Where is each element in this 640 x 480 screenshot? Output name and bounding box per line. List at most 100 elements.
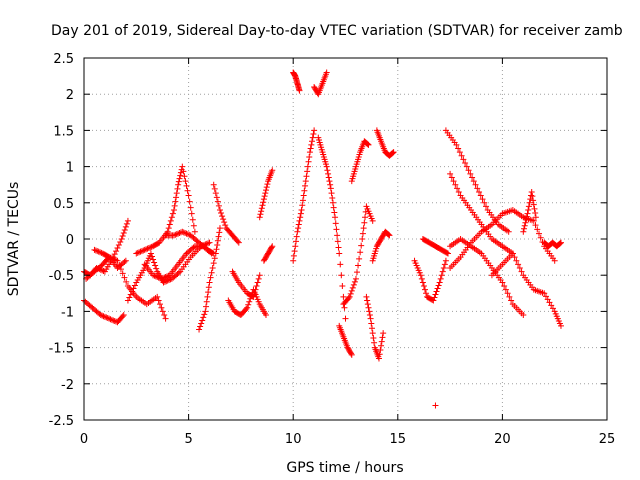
data-point [173,190,180,197]
data-point [304,168,311,175]
data-point [479,196,486,203]
data-point [365,141,372,148]
data-point [150,256,157,263]
data-point [421,286,428,293]
y-tick-label: -2.5 [49,414,74,429]
data-point [175,269,182,276]
data-point [201,311,208,318]
data-point [511,254,518,261]
data-point [134,249,141,256]
data-point [198,320,205,327]
data-point [380,330,387,337]
data-point [161,274,168,281]
data-point [159,308,166,315]
data-point [423,290,430,297]
data-point [263,187,270,194]
data-point [174,185,181,192]
data-point [145,245,152,252]
data-point [165,225,172,232]
data-point [504,290,511,297]
data-point [257,211,264,218]
data-point [524,210,531,217]
data-point [261,193,268,200]
data-point [136,249,143,256]
data-point [450,178,457,185]
data-point [534,226,541,233]
data-point [210,181,217,188]
data-point [327,181,334,188]
data-point [333,226,340,233]
data-point [460,156,467,163]
y-tick-label: -1 [61,305,74,320]
data-point [213,194,220,201]
data-point [308,141,315,148]
data-point [196,326,203,333]
data-point [157,301,164,308]
data-point [326,178,333,185]
data-point [527,196,534,203]
data-point [151,259,158,266]
data-point [309,134,316,141]
data-point [311,127,318,134]
data-point [439,268,446,275]
data-point [386,232,393,239]
data-point [158,275,165,282]
data-point [169,210,176,217]
data-point [184,187,191,194]
data-point [532,214,539,221]
data-point [119,232,126,239]
data-point [390,149,397,156]
data-point [203,298,210,305]
data-point [536,230,543,237]
data-point [348,351,355,358]
data-point [298,207,305,214]
data-point [291,248,298,255]
data-point [175,181,182,188]
data-point [218,210,225,217]
data-point [548,302,555,309]
data-point [440,264,447,271]
x-axis-title: GPS time / hours [286,460,403,476]
data-point [364,301,371,308]
data-point [441,261,448,268]
data-point [216,229,223,236]
data-point [378,338,385,345]
data-point [292,243,299,250]
y-tick-label: 1 [66,161,74,176]
data-point [323,163,330,170]
data-point [518,268,525,275]
data-point [253,283,260,290]
data-point [199,317,206,324]
data-point [442,257,449,264]
data-point [455,145,462,152]
data-point [258,205,265,212]
data-point [432,291,439,298]
data-point [362,208,369,215]
data-point [436,279,443,286]
data-point [352,275,359,282]
data-point [117,239,124,246]
data-point [334,238,341,245]
data-point [120,312,127,319]
data-point [443,249,450,256]
data-point [290,257,297,264]
data-point [123,278,130,285]
data-point [437,275,444,282]
data-point [155,297,162,304]
data-point [206,279,213,286]
data-point [117,266,124,273]
data-point [200,314,207,321]
x-tick-label: 15 [390,432,407,447]
data-point [190,244,197,251]
data-point [121,258,128,265]
data-point [520,312,527,319]
data-point [106,254,113,261]
data-point [158,304,165,311]
data-point [523,216,530,223]
data-point [537,234,544,241]
y-tick-label: 0 [66,233,74,248]
data-points [81,69,564,409]
data-point [474,185,481,192]
data-point [147,250,154,257]
data-point [126,294,133,301]
